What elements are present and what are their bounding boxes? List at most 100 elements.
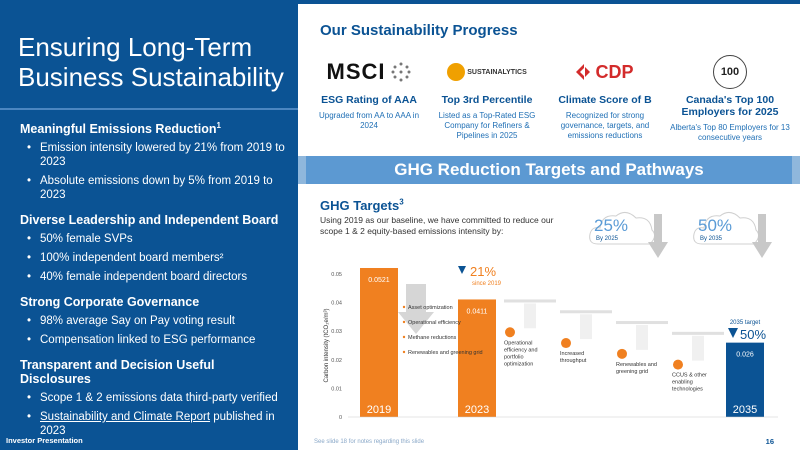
y-tick-label: 0 [339, 415, 342, 421]
bar-year-label: 2035 [733, 404, 757, 416]
ghg-intro: Using 2019 as our baseline, we have comm… [320, 215, 554, 236]
down-arrow-icon [458, 266, 466, 274]
card-title: Canada's Top 100 Employers for 2025 [681, 94, 779, 118]
reduction-arrow [406, 284, 426, 314]
bullet-item: Sustainability and Climate Report publis… [20, 410, 288, 438]
card-title: ESG Rating of AAA [321, 94, 417, 106]
cdp-mark-icon [576, 64, 591, 80]
page-number: 16 [765, 437, 774, 446]
reduction-pct: 21% [470, 264, 496, 279]
divider [0, 108, 298, 110]
section-band-title: GHG Reduction Targets and Pathways [306, 156, 792, 184]
sustainalytics-circle-icon [447, 63, 466, 81]
bar-value-label: 0.0521 [368, 277, 390, 284]
target-by: By 2035 [700, 236, 723, 242]
pathway-arrow [524, 303, 536, 329]
pathway-step-label: enabling [672, 380, 693, 386]
legend-bullet-icon [402, 335, 406, 339]
down-arrow-icon [728, 328, 738, 338]
section-band: GHG Reduction Targets and Pathways [298, 156, 800, 184]
emissions-chart: 0 0.01 0.02 0.03 0.04 0.05 Carbon intensity (t… [324, 264, 778, 421]
card-sustainalytics: SUSTAINALYTICS Top 3rd Percentile Listed… [428, 54, 546, 141]
progress-title: Our Sustainability Progress [320, 22, 518, 39]
bullet-item: Compensation linked to ESG performance [20, 333, 288, 347]
legend-bullet-icon [402, 350, 406, 354]
section-heading: Diverse Leadership and Independent Board [20, 213, 279, 227]
card-desc: Upgraded from AA to AAA in 2024 [318, 111, 420, 130]
pathway-step-label: technologies [672, 387, 703, 393]
bar-year-label: 2023 [465, 404, 489, 416]
card-cdp: CDP Climate Score of B Recognized for st… [546, 54, 664, 141]
footer-label: Investor Presentation [6, 436, 83, 445]
bar-2023 [458, 299, 496, 417]
bullet-item: Absolute emissions down by 5% from 2019 … [20, 174, 288, 202]
section-heading: Strong Corporate Governance [20, 295, 200, 309]
footer-note: See slide 18 for notes regarding this sl… [314, 439, 425, 445]
y-axis-label: Carbon intensity (tCO₂e/m³) [324, 308, 330, 382]
msci-logo: MSCI [310, 54, 428, 90]
reduction-arrow-head [398, 312, 434, 334]
bullet-item: 100% independent board members² [20, 251, 288, 265]
y-tick-label: 0.04 [331, 301, 342, 307]
pathway-step-label: Increased [560, 351, 584, 357]
target-pct: 50% [698, 216, 733, 235]
top-rule [298, 0, 800, 4]
left-panel: Ensuring Long-Term Business Sustainabili… [0, 0, 298, 450]
legend-item: Renewables and greening grid [408, 350, 483, 356]
reduction-sub: since 2019 [472, 281, 502, 287]
target-label: 2035 target [730, 320, 761, 326]
right-panel: Our Sustainability Progress MSCI ESG Rat… [298, 0, 800, 450]
target-by: By 2025 [596, 236, 619, 242]
legend-bullet-icon [402, 320, 406, 324]
bullet-item: 98% average Say on Pay voting result [20, 314, 288, 328]
bar-2035 [726, 342, 764, 417]
sustainalytics-logo: SUSTAINALYTICS [428, 54, 546, 90]
card-top100: 100 Canada's Top 100 Employers for 2025 … [668, 54, 792, 143]
bullet-item: 40% female independent board directors [20, 270, 288, 284]
pathway-arrow [692, 335, 704, 361]
target-2025: 25% By 2025 [588, 206, 668, 258]
card-desc: Alberta's Top 80 Employers for 13 consec… [670, 123, 790, 142]
legend-bullet-icon [402, 305, 406, 309]
bar-value-label: 0.026 [736, 352, 754, 359]
pathway-step-label: Renewables and [616, 362, 657, 368]
pathway-step-label: CCUS & other [672, 373, 707, 379]
pathway-step [616, 321, 668, 325]
pathway-step-icon [617, 348, 627, 359]
report-link[interactable]: Sustainability and Climate Report [40, 411, 211, 423]
bullet-item: 50% female SVPs [20, 232, 288, 246]
pathway-arrow [580, 314, 592, 340]
section-heading: Transparent and Decision Useful Disclosu… [20, 358, 215, 386]
pathway-step-label: Operational [504, 340, 532, 346]
card-desc: Listed as a Top-Rated ESG Company for Re… [438, 111, 536, 140]
down-arrow-icon [648, 214, 668, 258]
legend-item: Methane reductions [408, 335, 457, 341]
target-pct: 50% [740, 327, 766, 342]
pathway-step-label: efficiency and [504, 347, 538, 353]
cloud-icon [589, 212, 656, 245]
pathway-step-icon [505, 327, 515, 338]
card-title: Climate Score of B [558, 94, 652, 106]
cloud-icon [693, 212, 760, 245]
target-2035: 50% By 2035 [692, 206, 772, 258]
pathway-step-label: optimization [504, 361, 533, 367]
highlights-list: Meaningful Emissions Reduction1 Emission … [20, 120, 288, 443]
bar-2019 [360, 267, 398, 417]
bar-year-label: 2019 [367, 404, 391, 416]
y-tick-label: 0.03 [331, 329, 342, 335]
pathway-step-icon [673, 359, 683, 370]
legend-item: Operational efficiency [408, 320, 461, 326]
bar-value-label: 0.0411 [467, 308, 488, 315]
bullet-item: Emission intensity lowered by 21% from 2… [20, 141, 288, 169]
legend-item: Asset optimization [408, 305, 453, 311]
y-tick-label: 0.05 [331, 272, 342, 278]
pathway-step-label: portfolio [504, 354, 524, 360]
card-title: Top 3rd Percentile [441, 94, 533, 106]
bullet-item: Scope 1 & 2 emissions data third-party v… [20, 391, 288, 405]
ghg-title: GHG Targets3 [320, 197, 404, 213]
page-title: Ensuring Long-Term Business Sustainabili… [18, 32, 284, 92]
pathway-step [672, 331, 724, 335]
msci-dots-icon [391, 62, 410, 82]
card-msci: MSCI ESG Rating of AAA Upgraded from AA … [310, 54, 428, 131]
section-heading: Meaningful Emissions Reduction1 [20, 120, 221, 136]
